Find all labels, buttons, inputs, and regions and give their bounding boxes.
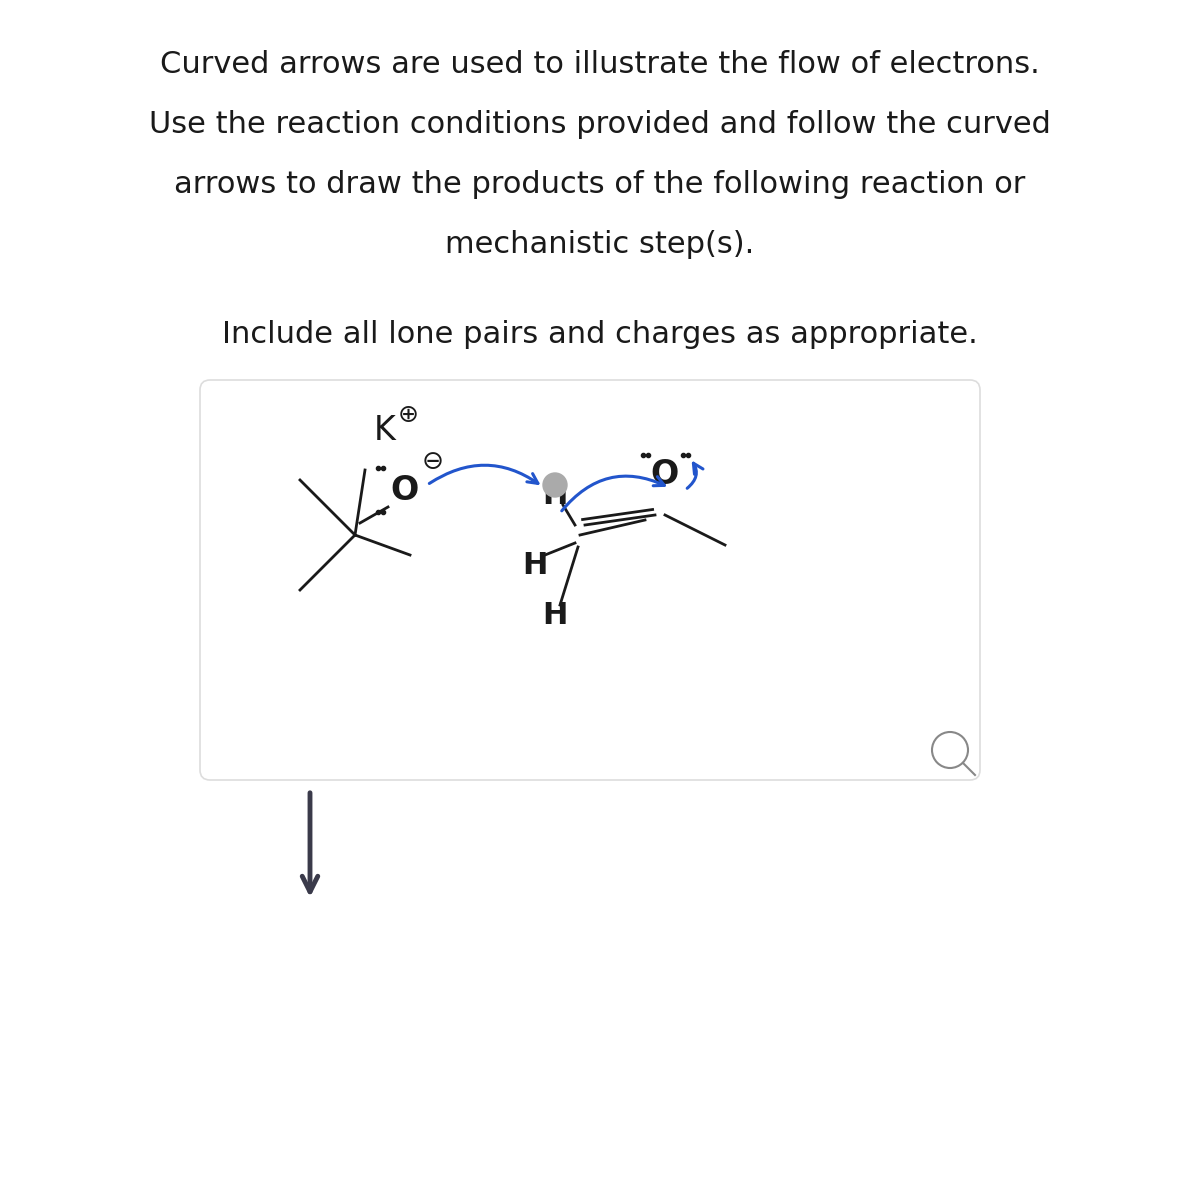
Text: arrows to draw the products of the following reaction or: arrows to draw the products of the follo… [174,170,1026,199]
FancyBboxPatch shape [200,380,980,780]
Text: mechanistic step(s).: mechanistic step(s). [445,230,755,259]
Text: O: O [391,474,419,506]
FancyArrowPatch shape [562,476,665,511]
Text: ⊕: ⊕ [397,403,419,427]
Text: Use the reaction conditions provided and follow the curved: Use the reaction conditions provided and… [149,110,1051,139]
FancyArrowPatch shape [688,463,703,488]
Text: K: K [374,414,396,446]
Text: Include all lone pairs and charges as appropriate.: Include all lone pairs and charges as ap… [222,320,978,349]
Circle shape [542,473,568,497]
Text: H: H [522,551,547,580]
Text: Curved arrows are used to illustrate the flow of electrons.: Curved arrows are used to illustrate the… [160,50,1040,79]
FancyArrowPatch shape [430,466,538,484]
Text: ⊖: ⊖ [422,449,444,475]
Text: H: H [542,600,568,630]
Text: O: O [650,458,679,492]
Text: H: H [542,480,568,510]
